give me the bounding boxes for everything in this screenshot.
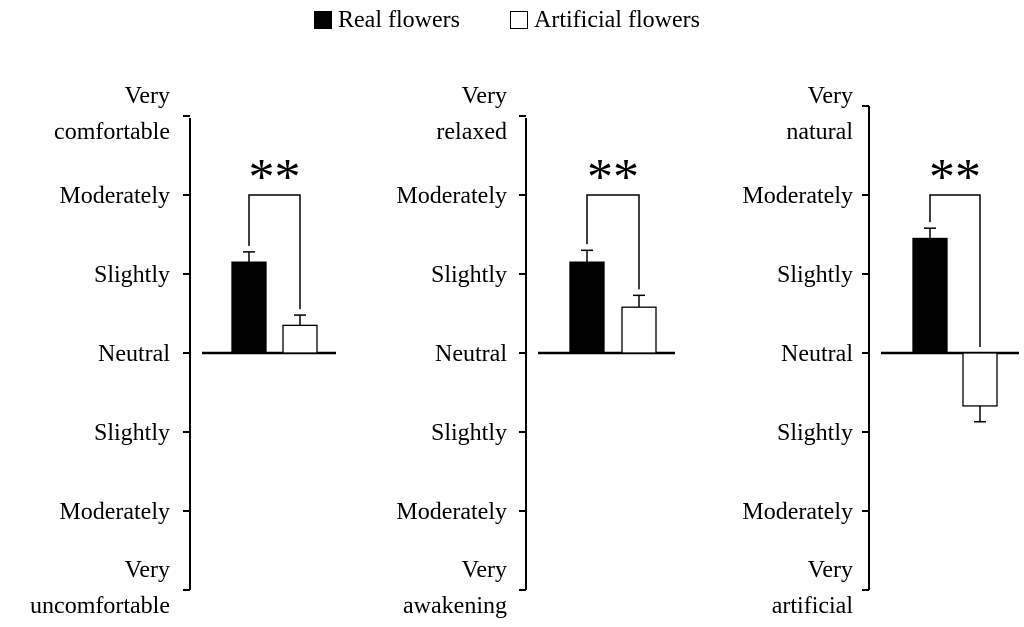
chart1-significance-label: ** [249, 149, 301, 206]
chart1-tick-label: Moderately [59, 183, 170, 209]
chart2-tick-label: Slightly [431, 420, 507, 446]
chart1-tick-label: Very [125, 557, 170, 583]
chart1-tick-label: comfortable [54, 119, 170, 145]
chart3-significance-bracket [929, 194, 981, 347]
chart3-tick-label: artificial [772, 593, 854, 619]
chart1-tick-label: Slightly [94, 262, 170, 288]
chart2-bar-real [569, 261, 605, 354]
chart3-significance-label: ** [929, 149, 981, 206]
chart2-tick-label: awakening [403, 593, 507, 619]
chart1-bar-real [231, 261, 267, 354]
chart3-tick-label: Moderately [742, 183, 853, 209]
chart2-tick-label: Neutral [435, 341, 507, 367]
legend-item-real: Real flowers [314, 4, 460, 36]
chart1-tick-label: Moderately [59, 499, 170, 525]
chart2-tick-label: Moderately [396, 499, 507, 525]
chart1-tick-label: Neutral [98, 341, 170, 367]
chart2-tick-label: Slightly [431, 262, 507, 288]
chart3-tick-label: Neutral [781, 341, 853, 367]
chart1-bar-artificial [282, 324, 318, 354]
chart1-tick-label: uncomfortable [30, 593, 170, 619]
chart3-tick-label: Slightly [777, 262, 853, 288]
chart2-tick-label: Very [462, 83, 507, 109]
legend: Real flowers Artificial flowers [0, 4, 1024, 36]
chart3-tick-label: Moderately [742, 499, 853, 525]
chart2-tick-label: Very [462, 557, 507, 583]
chart3-bar-real [912, 237, 948, 354]
chart3-bar-artificial [962, 352, 998, 407]
chart3-tick-label: natural [786, 119, 853, 145]
legend-swatch-real [314, 11, 332, 29]
legend-label-artificial: Artificial flowers [534, 6, 700, 33]
chart1-significance-bracket [248, 194, 301, 310]
chart3-tick-label: Very [808, 83, 853, 109]
legend-label-real: Real flowers [338, 6, 460, 33]
chart2-bar-artificial [621, 306, 657, 354]
legend-swatch-artificial [510, 11, 528, 29]
legend-item-artificial: Artificial flowers [510, 4, 700, 36]
chart2-significance-bracket [586, 194, 640, 290]
chart2-significance-label: ** [587, 149, 639, 206]
chart3-tick-label: Very [808, 557, 853, 583]
chart2-tick-label: relaxed [436, 119, 507, 145]
chart1-tick-label: Very [125, 83, 170, 109]
chart2-tick-label: Moderately [396, 183, 507, 209]
chart3-tick-label: Slightly [777, 420, 853, 446]
chart1-tick-label: Slightly [94, 420, 170, 446]
